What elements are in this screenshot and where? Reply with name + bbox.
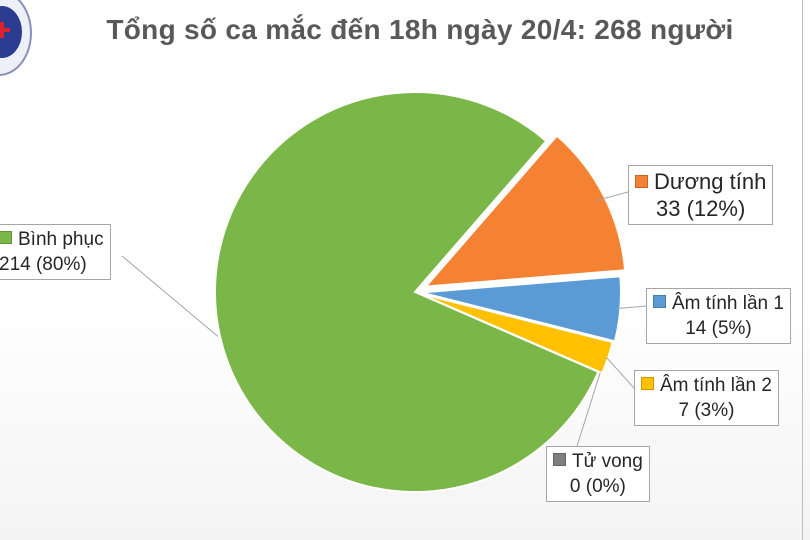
label-value: 214 (80%) bbox=[0, 254, 87, 275]
label-name: Bình phục bbox=[18, 229, 104, 250]
label-value: 0 (0%) bbox=[569, 476, 626, 497]
label-name: Âm tính lần 1 bbox=[672, 293, 784, 314]
legend-swatch bbox=[641, 377, 654, 390]
label-value: 33 (12%) bbox=[656, 196, 746, 221]
slide-edge-divider bbox=[802, 0, 803, 540]
legend-swatch bbox=[635, 175, 648, 188]
leader-line-3 bbox=[605, 356, 635, 389]
pie-slice-3 bbox=[418, 292, 614, 375]
data-label-am-tinh-lan-1: Âm tính lần 1 14 (5%) bbox=[646, 288, 791, 344]
chart-title: Tổng số ca mắc đến 18h ngày 20/4: 268 ng… bbox=[106, 14, 734, 45]
label-value: 14 (5%) bbox=[685, 318, 752, 339]
pie-slice-0 bbox=[214, 91, 600, 493]
leader-line-2 bbox=[616, 305, 647, 310]
data-label-binh-phuc: Bình phục 214 (80%) bbox=[0, 224, 111, 280]
label-name: Âm tính lần 2 bbox=[660, 375, 772, 396]
legend-swatch bbox=[653, 295, 666, 308]
data-label-duong-tinh: Dương tính 33 (12%) bbox=[628, 165, 774, 225]
label-name: Tử vong bbox=[572, 451, 643, 472]
emblem-center bbox=[0, 6, 22, 58]
label-name: Dương tính bbox=[654, 169, 767, 194]
leader-line-0 bbox=[121, 255, 219, 337]
legend-swatch bbox=[0, 231, 12, 244]
pie-slice-2 bbox=[420, 275, 622, 343]
legend-swatch bbox=[553, 453, 566, 466]
data-label-am-tinh-lan-2: Âm tính lần 2 7 (3%) bbox=[634, 370, 779, 426]
medical-cross-icon bbox=[0, 22, 10, 38]
label-value: 7 (3%) bbox=[678, 400, 735, 421]
data-label-tu-vong: Tử vong 0 (0%) bbox=[546, 446, 650, 502]
pie-slice-1 bbox=[423, 134, 627, 288]
leader-line-1 bbox=[595, 191, 629, 202]
logo-emblem bbox=[0, 0, 32, 76]
